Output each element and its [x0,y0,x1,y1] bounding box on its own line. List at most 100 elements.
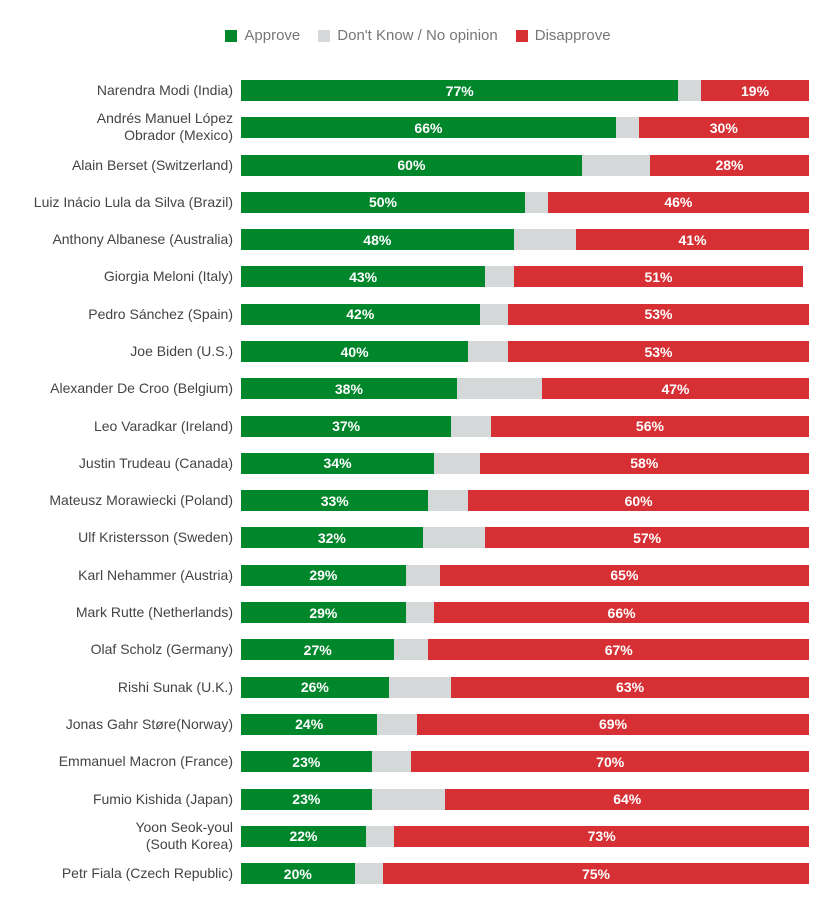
bar-segment-disapprove: 73% [394,825,809,847]
data-label: 60% [397,157,426,174]
bar-segment-disapprove: 57% [485,527,809,549]
data-label: 30% [709,119,738,136]
bar-segment-approve: 23% [241,751,372,773]
legend-item: Don't Know / No opinion [318,27,498,44]
bar-segment-approve: 60% [241,154,582,176]
bar-segment-approve: 37% [241,415,452,437]
bar-segment-approve: 42% [241,303,480,325]
bar-row: Olaf Scholz (Germany) 27% 67% [0,639,836,661]
stacked-bar: 43% 51% [241,266,809,288]
bar-segment-approve: 32% [241,527,423,549]
bar-segment-disapprove: 53% [507,341,809,363]
stacked-bar: 29% 66% [241,602,809,624]
bar-row: Mateusz Morawiecki (Poland) 33% 60% [0,490,836,512]
bar-row: Emmanuel Macron (France) 23% 70% [0,751,836,773]
data-label: 23% [292,753,321,770]
category-label: Narendra Modi (India) [96,82,233,98]
data-label: 65% [610,567,639,584]
bar-row: Ulf Kristersson (Sweden) 32% 57% [0,527,836,549]
bar-row: Giorgia Meloni (Italy) 43% 51% [0,266,836,288]
bar-row: Rishi Sunak (U.K.) 26% 63% [0,676,836,699]
bar-segment-disapprove: 53% [507,303,809,325]
data-label: 19% [741,82,770,99]
data-label: 60% [624,492,653,509]
category-label: Giorgia Meloni (Italy) [103,268,233,285]
bar-row: Mark Rutte (Netherlands) 29% 66% [0,602,836,624]
data-label: 56% [635,418,664,435]
data-label: 48% [363,231,392,248]
data-label: 42% [346,306,375,323]
bar-segment-disapprove: 63% [451,676,809,698]
bar-row: Alain Berset (Switzerland) 60% 28% [0,154,836,177]
category-label: Justin Trudeau (Canada) [78,454,233,471]
stacked-bar: 27% 67% [241,639,809,661]
category-label: Leo Varadkar (Ireland) [93,417,233,434]
data-label: 29% [309,567,338,584]
stacked-bar: 32% 57% [241,527,809,549]
bar-segment-dont-know [678,80,702,101]
data-label: 20% [283,865,312,882]
bar-segment-dont-know [451,415,491,437]
bar-segment-disapprove: 69% [417,713,809,735]
bar-segment-dont-know [434,452,480,474]
bar-segment-approve: 24% [241,713,378,735]
data-label: 66% [414,119,443,136]
stacked-bar: 26% 63% [241,676,809,698]
bar-row: Fumio Kishida (Japan) 23% 64% [0,788,836,811]
category-label: Olaf Scholz (Germany) [90,641,233,658]
bar-segment-dont-know [615,117,639,139]
data-label: 26% [300,679,329,696]
bar-segment-dont-know [525,191,548,213]
bar-segment-disapprove: 28% [649,154,809,176]
data-label: 27% [303,641,332,658]
bar-segment-dont-know [479,303,508,325]
stacked-bar: 38% 47% [241,378,809,400]
data-label: 66% [607,604,636,621]
data-label: 41% [678,231,707,248]
stacked-bar: 50% 46% [241,191,809,213]
bar-row: Leo Varadkar (Ireland) 37% 56% [0,415,836,438]
bar-segment-approve: 29% [241,602,406,624]
data-label: 24% [295,716,324,733]
bar-segment-dont-know [405,564,440,586]
bar-segment-dont-know [365,825,395,847]
bar-segment-approve: 40% [241,341,469,363]
bar-segment-disapprove: 56% [490,415,809,437]
stacked-bar: 42% 53% [241,303,809,325]
bar-segment-approve: 50% [241,191,525,213]
category-label: Mark Rutte (Netherlands) [75,604,233,621]
stacked-bar: 34% 58% [241,452,809,474]
data-label: 34% [323,455,352,472]
bar-segment-dont-know [581,154,650,176]
bar-segment-approve: 38% [241,378,457,400]
bar-segment-approve: 77% [241,80,679,101]
bar-segment-disapprove: 58% [479,452,809,474]
category-label: Rishi Sunak (U.K.) [117,678,233,695]
legend-swatch [225,29,238,42]
bar-segment-approve: 48% [241,229,514,251]
stacked-bar: 77% 19% [241,80,809,101]
bar-row: Joe Biden (U.S.) 40% 53% [0,341,836,363]
bar-row: Alexander De Croo (Belgium) 38% 47% [0,378,836,400]
legend-swatch [515,29,528,42]
stacked-bar: 29% 65% [241,564,809,586]
bar-segment-dont-know [456,378,543,400]
category-label: Pedro Sánchez (Spain) [88,305,233,322]
bar-segment-dont-know [405,602,435,624]
bar-segment-approve: 23% [241,788,372,810]
bar-segment-dont-know [377,713,418,735]
category-label: Karl Nehammer (Austria) [78,566,233,583]
data-label: 32% [317,529,346,546]
data-label: 43% [349,268,378,285]
stacked-bar: 37% 56% [241,415,809,437]
bar-segment-disapprove: 60% [468,490,809,512]
bar-segment-dont-know [371,788,446,810]
legend-swatch [318,29,331,42]
data-label: 69% [599,716,628,733]
data-label: 63% [616,679,645,696]
bar-row: Jonas Gahr Støre(Norway) 24% 69% [0,713,836,736]
bar-segment-approve: 26% [241,676,389,698]
data-label: 70% [596,753,625,770]
bar-segment-disapprove: 51% [513,266,804,288]
